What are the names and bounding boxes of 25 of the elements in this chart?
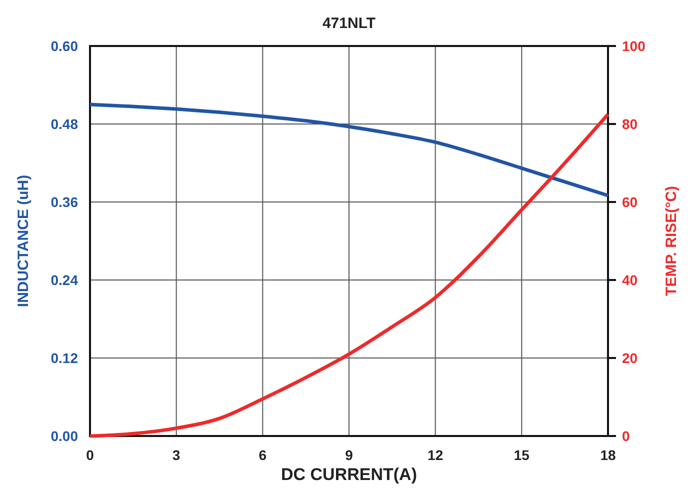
chart-title: 471NLT: [322, 15, 376, 32]
y2-axis-title: TEMP. RISE(°C): [663, 186, 680, 296]
x-tick-label: 0: [86, 447, 94, 463]
x-tick-label: 18: [600, 447, 616, 463]
x-tick-label: 9: [345, 447, 354, 463]
y-tick-label: 0.24: [50, 272, 78, 288]
y-tick-label: 0.00: [50, 428, 78, 444]
y-tick-label: 0.60: [50, 38, 78, 54]
y2-tick-label: 60: [622, 194, 638, 210]
y2-tick-label: 40: [622, 272, 638, 288]
x-axis-title: DC CURRENT(A): [281, 465, 417, 484]
y-tick-label: 0.36: [50, 194, 78, 210]
x-tick-label: 12: [428, 447, 444, 463]
x-tick-label: 6: [258, 447, 267, 463]
y2-tick-label: 0: [622, 428, 630, 444]
x-tick-label: 15: [514, 447, 530, 463]
y2-tick-label: 80: [622, 116, 638, 132]
line-series: [88, 112, 610, 438]
y2-tick-label: 100: [622, 38, 646, 54]
y-tick-label: 0.48: [50, 116, 78, 132]
x-tick-label: 3: [172, 447, 180, 463]
line-series: [88, 102, 610, 198]
y2-tick-label: 20: [622, 350, 638, 366]
y-tick-label: 0.12: [50, 350, 78, 366]
y-axis-title: INDUCTANCE (uH): [15, 174, 32, 308]
